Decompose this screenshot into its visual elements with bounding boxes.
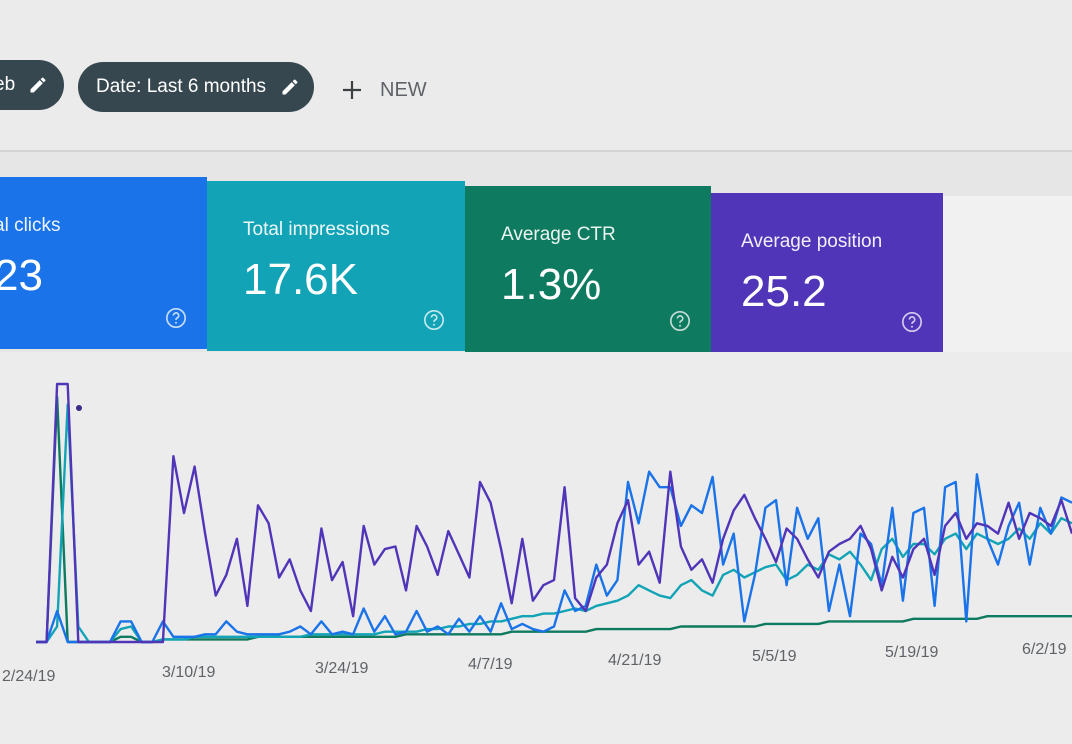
x-tick-label: 6/2/19 [1022,641,1067,658]
series-line-impressions [36,403,1072,644]
performance-chart[interactable]: 2/24/19 3/10/19 3/24/19 4/7/19 4/21/19 5/5/19… [0,352,1072,744]
average-ctr-value: 1.3% [501,260,602,309]
pencil-icon[interactable] [280,77,300,97]
total-clicks-card[interactable]: al clicks 23 [0,177,207,349]
x-tick-label: 2/24/19 [2,668,55,685]
series-line-ctr [36,395,1072,644]
new-filter-label: NEW [380,79,427,101]
plus-icon [343,81,361,99]
total-clicks-label: al clicks [0,215,61,236]
performance-chart-svg[interactable]: 2/24/19 3/10/19 3/24/19 4/7/19 4/21/19 5/5/19… [0,352,1072,744]
total-impressions-label: Total impressions [243,219,390,240]
pencil-icon[interactable] [28,75,48,95]
filter-bar: eb Date: Last 6 months NEW [0,0,1072,152]
average-position-label: Average position [741,231,883,252]
date-range-chip-label: Date: Last 6 months [96,76,267,97]
x-tick-label: 4/21/19 [608,652,661,669]
search-type-chip-label: eb [0,74,16,95]
help-circle-icon[interactable] [165,307,187,329]
help-circle-icon[interactable] [423,309,445,331]
series-line-position [36,382,1072,644]
average-ctr-card[interactable]: Average CTR 1.3% [465,186,711,352]
chart-point-marker [76,405,82,411]
x-tick-label: 5/19/19 [885,644,938,661]
metrics-card-filler [943,196,1072,354]
average-position-card[interactable]: Average position 25.2 [711,193,943,353]
help-circle-icon[interactable] [901,311,923,333]
total-clicks-value: 23 [0,251,43,300]
new-filter-button[interactable]: NEW [338,70,427,110]
total-impressions-card[interactable]: Total impressions 17.6K [207,181,465,351]
x-tick-label: 5/5/19 [752,648,797,665]
help-circle-icon[interactable] [669,310,691,332]
x-tick-label: 3/24/19 [315,660,368,677]
total-impressions-value: 17.6K [243,255,358,304]
search-type-chip[interactable]: eb [0,60,64,110]
average-position-value: 25.2 [741,267,827,316]
x-tick-label: 4/7/19 [468,656,513,673]
date-range-chip[interactable]: Date: Last 6 months [78,62,314,112]
series-line-clicks [36,470,1072,644]
x-tick-label: 3/10/19 [162,664,215,681]
average-ctr-label: Average CTR [501,224,616,245]
